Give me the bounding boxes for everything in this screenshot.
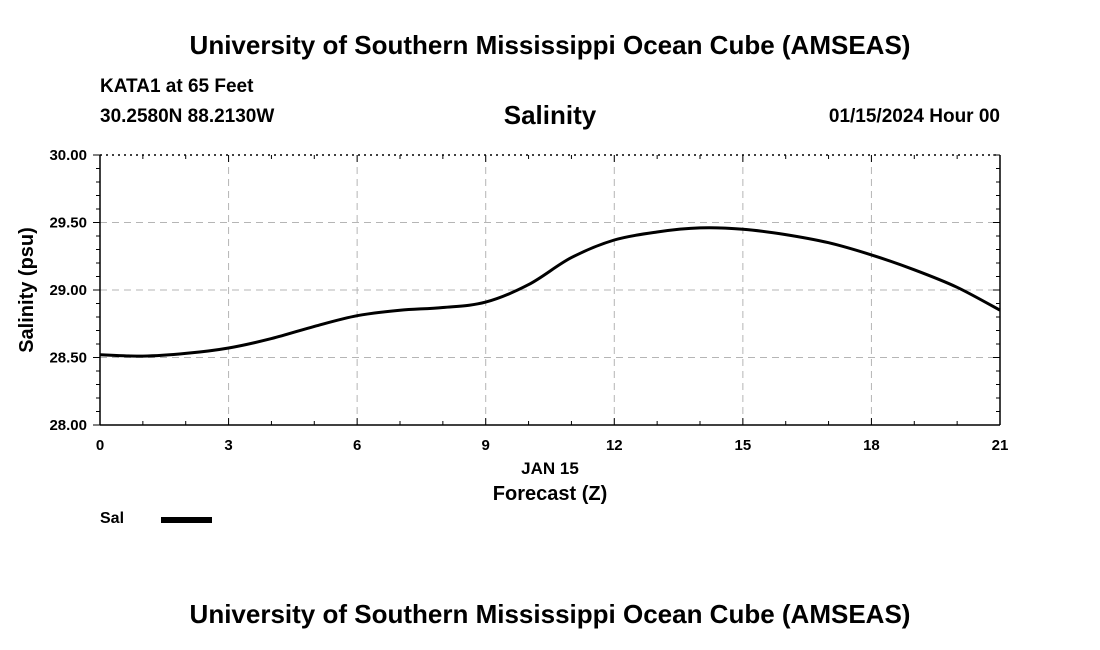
x-tick-label: 18 <box>863 437 880 454</box>
page-title: University of Southern Mississippi Ocean… <box>189 30 911 60</box>
chart-title: Salinity <box>503 100 597 130</box>
y-axis-label: Salinity (psu) <box>16 227 38 353</box>
legend-swatch <box>161 517 212 523</box>
legend-label: Sal <box>100 510 125 527</box>
x-tick-label: 15 <box>735 437 752 454</box>
x-tick-label: 9 <box>482 437 490 454</box>
y-tick-label: 29.00 <box>49 282 87 299</box>
station-label: KATA1 at 65 Feet <box>100 76 254 97</box>
x-tick-label: 6 <box>353 437 361 454</box>
x-axis-label: Forecast (Z) <box>493 483 607 505</box>
x-tick-label: 3 <box>224 437 232 454</box>
x-tick-label: 0 <box>96 437 104 454</box>
y-tick-label: 28.00 <box>49 417 87 434</box>
y-tick-label: 30.00 <box>49 147 87 164</box>
forecast-date: 01/15/2024 Hour 00 <box>828 106 1000 127</box>
y-tick-label: 29.50 <box>49 215 87 232</box>
y-tick-label: 28.50 <box>49 350 87 367</box>
footer-title: University of Southern Mississippi Ocean… <box>189 599 911 629</box>
station-coords: 30.2580N 88.2130W <box>100 106 275 127</box>
series-line-sal <box>99 226 1001 358</box>
x-tick-label: 21 <box>992 437 1009 454</box>
x-axis-date-label: JAN 15 <box>521 459 579 478</box>
x-tick-label: 12 <box>606 437 623 454</box>
